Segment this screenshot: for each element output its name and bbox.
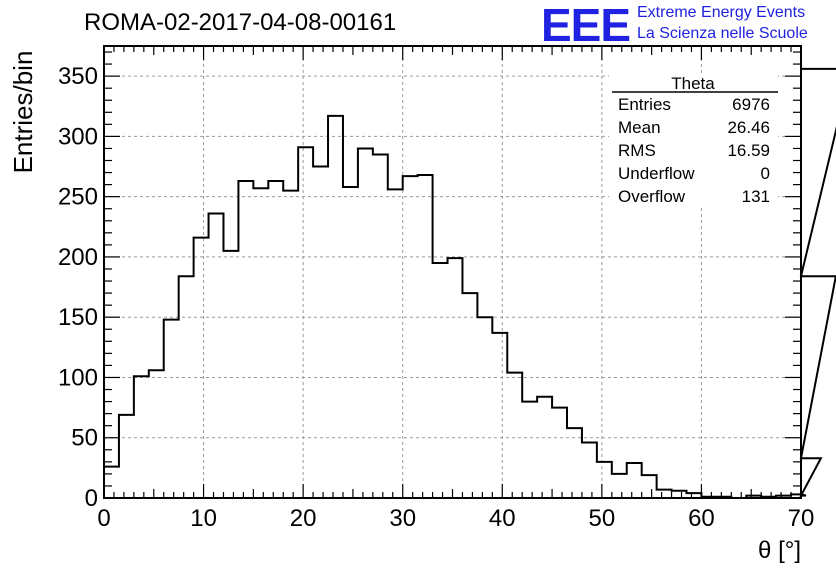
- x-tick-label: 10: [190, 505, 217, 532]
- y-tick-label: 300: [58, 123, 98, 150]
- stats-row-label: Overflow: [618, 187, 686, 206]
- y-tick-label: 350: [58, 63, 98, 90]
- x-tick-label: 70: [788, 505, 815, 532]
- stats-row-value: 6976: [732, 95, 770, 114]
- y-tick-label: 200: [58, 244, 98, 271]
- x-tick-label: 50: [589, 505, 616, 532]
- logo-line-1: Extreme Energy Events: [637, 4, 806, 21]
- stats-row-label: Underflow: [618, 164, 695, 183]
- stats-row-label: RMS: [618, 141, 656, 160]
- x-axis-label: θ [°]: [758, 537, 801, 564]
- stats-row-label: Mean: [618, 118, 661, 137]
- eee-logo: EEE: [541, 0, 631, 51]
- x-tick-label: 40: [489, 505, 516, 532]
- run-title: ROMA-02-2017-04-08-00161: [84, 9, 397, 36]
- x-tick-label: 60: [688, 505, 715, 532]
- y-tick-label: 50: [71, 425, 98, 452]
- x-tick-label: 0: [97, 505, 110, 532]
- stats-box: Theta Entries 6976 Mean 26.46 RMS 16.59 Underf…: [609, 74, 778, 206]
- y-axis-label: Entries/bin: [8, 51, 38, 174]
- y-tick-label: 250: [58, 184, 98, 211]
- y-tick-label: 100: [58, 364, 98, 391]
- x-tick-label: 30: [389, 505, 416, 532]
- stats-row-value: 0: [761, 164, 770, 183]
- grid-lines: [104, 46, 801, 498]
- x-tick-label: 20: [290, 505, 317, 532]
- stats-row-value: 131: [742, 187, 770, 206]
- plot-frame: [103, 45, 802, 499]
- stats-row-value: 16.59: [727, 141, 770, 160]
- stats-row-label: Entries: [618, 95, 671, 114]
- stats-title: Theta: [671, 74, 715, 93]
- y-tick-label: 0: [85, 485, 98, 512]
- y-tick-label: 150: [58, 304, 98, 331]
- logo-line-2: La Scienza nelle Scuole: [637, 25, 808, 42]
- tick-labels: 0 10 20 30 40 50 60 70 0 50 100 150 200 250 300 350: [58, 63, 814, 532]
- stats-row-value: 26.46: [727, 118, 770, 137]
- stats-rows: Entries 6976 Mean 26.46 RMS 16.59 Underflow 0 Ov…: [618, 95, 770, 206]
